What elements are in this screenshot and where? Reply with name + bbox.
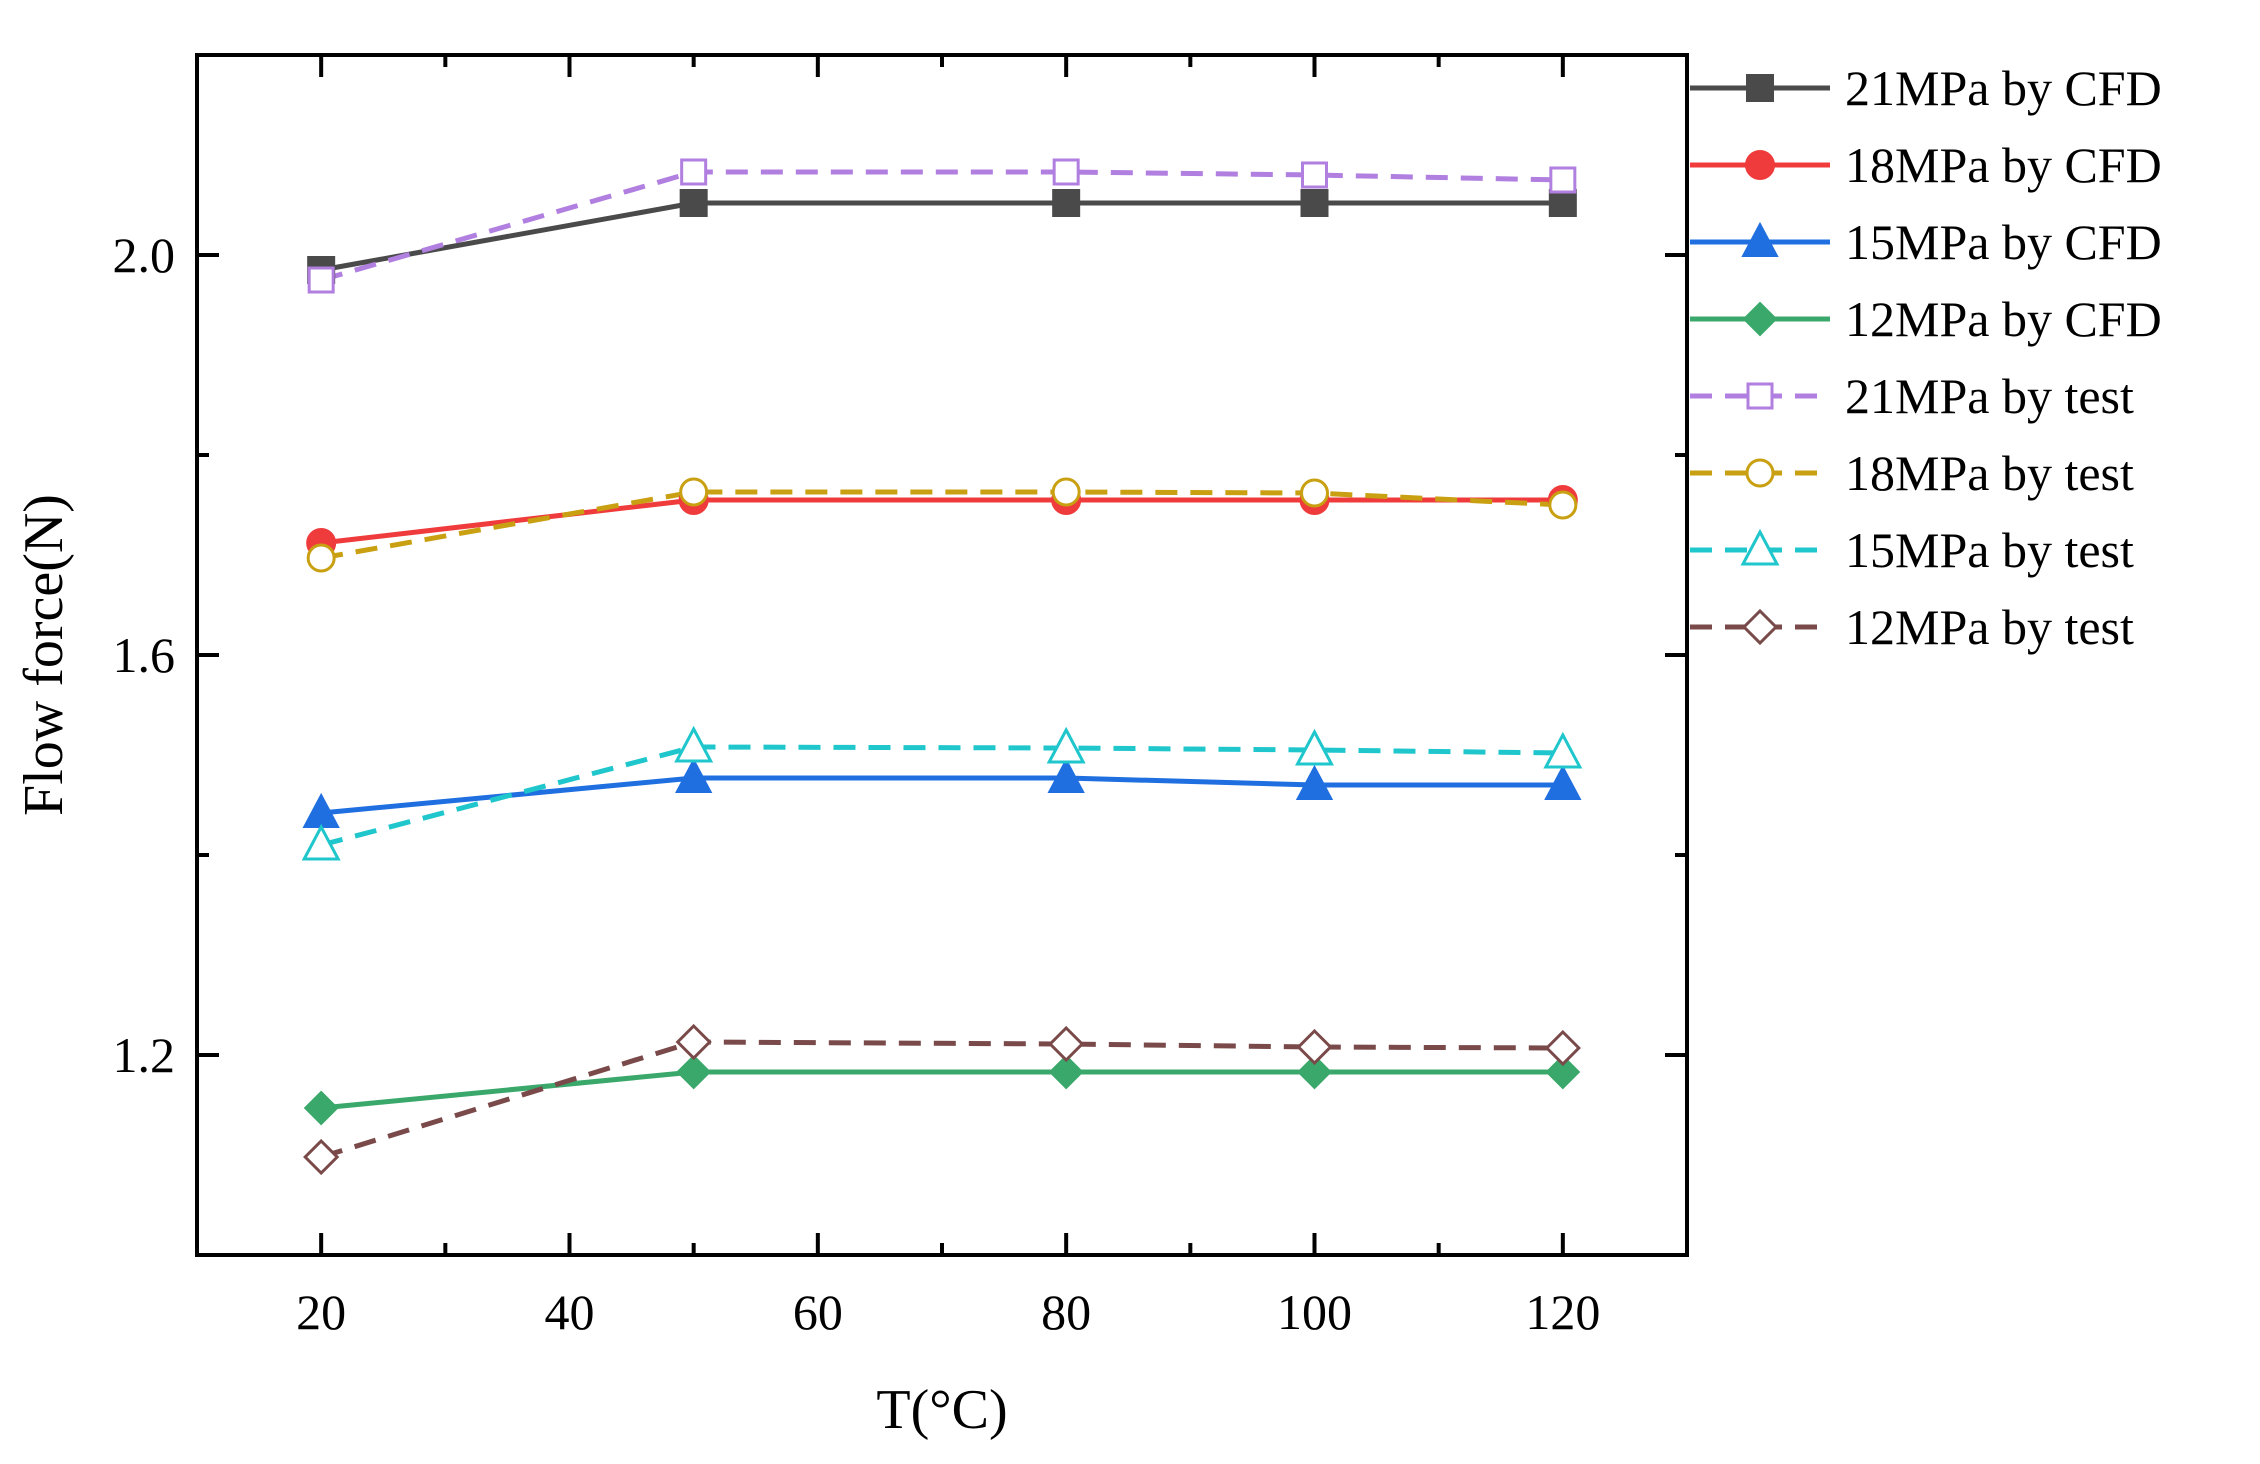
legend-marker bbox=[1745, 150, 1775, 180]
data-point-6 bbox=[1051, 477, 1081, 507]
data-point-3 bbox=[1544, 764, 1582, 800]
legend-marker bbox=[1746, 74, 1774, 102]
series-lines bbox=[320, 169, 1563, 1160]
axis-ticks bbox=[197, 53, 1687, 1255]
x-axis-title: T(°C) bbox=[876, 1379, 1007, 1441]
data-point-5 bbox=[307, 266, 335, 294]
legend-marker bbox=[1740, 528, 1780, 566]
data-point-5 bbox=[1052, 158, 1080, 186]
legend-label: 12MPa by CFD bbox=[1845, 291, 2162, 347]
data-point-5 bbox=[1301, 161, 1328, 189]
legend-label: 12MPa by test bbox=[1845, 599, 2134, 655]
legend-marker bbox=[1745, 458, 1775, 488]
series-line-1 bbox=[320, 200, 1563, 273]
data-point-7 bbox=[1046, 726, 1086, 764]
data-point-8 bbox=[1048, 1025, 1085, 1063]
series-line-4 bbox=[320, 1069, 1563, 1111]
data-point-4 bbox=[1297, 1054, 1332, 1090]
data-point-1 bbox=[1052, 189, 1081, 217]
legend-label: 18MPa by CFD bbox=[1845, 137, 2162, 193]
x-tick-label: 60 bbox=[793, 1284, 843, 1340]
legend-label: 21MPa by test bbox=[1845, 368, 2134, 424]
data-point-4 bbox=[676, 1054, 712, 1090]
legend-label: 21MPa by CFD bbox=[1845, 60, 2162, 116]
x-tick-label: 80 bbox=[1041, 1284, 1091, 1340]
data-point-6 bbox=[306, 543, 336, 573]
data-point-7 bbox=[674, 725, 714, 763]
data-point-3 bbox=[675, 757, 713, 793]
legend-label: 15MPa by test bbox=[1845, 522, 2134, 578]
tick-labels: 20 40 60 80 100 120 1.2 1.6 2.0 bbox=[113, 227, 1601, 1340]
data-point-7 bbox=[1543, 731, 1583, 769]
data-point-3 bbox=[1047, 757, 1085, 793]
data-point-4 bbox=[303, 1090, 339, 1126]
y-tick-label: 2.0 bbox=[113, 227, 176, 283]
series-line-8 bbox=[320, 1039, 1563, 1160]
legend-label: 15MPa by CFD bbox=[1845, 214, 2162, 270]
data-point-8 bbox=[303, 1138, 340, 1176]
y-tick-label: 1.2 bbox=[113, 1027, 176, 1083]
x-tick-label: 100 bbox=[1277, 1284, 1352, 1340]
data-point-7 bbox=[301, 823, 341, 861]
data-point-5 bbox=[1549, 166, 1577, 194]
data-point-8 bbox=[675, 1023, 712, 1061]
x-tick-label: 20 bbox=[296, 1284, 346, 1340]
data-point-1 bbox=[1548, 189, 1577, 217]
legend: 21MPa by CFD 18MPa by CFD 15MPa by CFD 12MP… bbox=[1690, 60, 2162, 655]
data-point-6 bbox=[1548, 490, 1578, 520]
x-tick-label: 40 bbox=[545, 1284, 595, 1340]
data-point-5 bbox=[680, 158, 708, 186]
data-point-6 bbox=[679, 477, 709, 507]
data-point-1 bbox=[1300, 189, 1329, 217]
data-point-4 bbox=[1048, 1054, 1084, 1090]
data-point-8 bbox=[1296, 1028, 1333, 1066]
series-line-2 bbox=[320, 497, 1563, 546]
x-tick-label: 120 bbox=[1525, 1284, 1600, 1340]
series-line-5 bbox=[320, 169, 1563, 283]
data-point-8 bbox=[1544, 1029, 1581, 1067]
series-line-7 bbox=[320, 744, 1563, 848]
legend-label: 18MPa by test bbox=[1845, 445, 2134, 501]
legend-marker bbox=[1741, 608, 1779, 646]
legend-marker bbox=[1742, 301, 1778, 337]
data-point-1 bbox=[679, 189, 708, 217]
legend-marker bbox=[1746, 382, 1774, 410]
legend-marker bbox=[1741, 221, 1779, 257]
data-point-4 bbox=[1545, 1054, 1581, 1090]
plot-frame bbox=[195, 53, 1689, 1257]
series-markers bbox=[301, 158, 1583, 1176]
data-point-3 bbox=[1295, 764, 1334, 800]
data-point-7 bbox=[1295, 728, 1334, 766]
y-axis-title: Flow force(N) bbox=[13, 494, 75, 816]
data-point-6 bbox=[1300, 478, 1329, 508]
y-tick-label: 1.6 bbox=[113, 627, 176, 683]
